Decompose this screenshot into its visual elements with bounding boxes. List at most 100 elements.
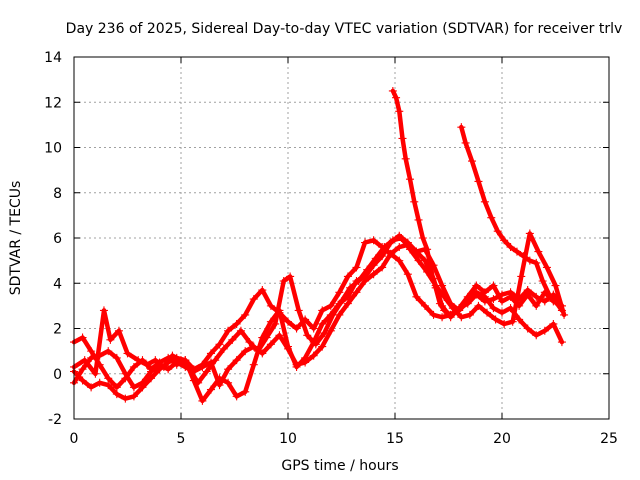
- data-point: [465, 310, 474, 319]
- data-point: [489, 295, 498, 304]
- data-point: [198, 362, 207, 371]
- data-point: [318, 342, 327, 351]
- x-tick-label: 20: [493, 431, 511, 447]
- data-point: [395, 231, 404, 240]
- data-point: [500, 236, 509, 245]
- data-point: [412, 247, 421, 256]
- data-point: [378, 252, 387, 261]
- data-point: [545, 290, 554, 299]
- data-point: [189, 367, 198, 376]
- data-point: [258, 333, 267, 342]
- data-point: [164, 365, 173, 374]
- series-line: [71, 242, 565, 390]
- data-series: [70, 86, 569, 405]
- data-point: [461, 138, 470, 147]
- data-point: [121, 394, 130, 403]
- data-point: [369, 270, 378, 279]
- data-point: [134, 356, 143, 365]
- y-tick-label: -2: [48, 412, 62, 428]
- data-point: [429, 310, 438, 319]
- data-point: [489, 304, 498, 313]
- data-point: [87, 353, 96, 362]
- data-point: [112, 390, 121, 399]
- data-point: [215, 381, 224, 390]
- data-point: [335, 299, 344, 308]
- data-point: [147, 367, 156, 376]
- data-point: [164, 358, 173, 367]
- data-point: [155, 360, 164, 369]
- data-point: [431, 283, 440, 292]
- data-point: [542, 263, 551, 272]
- x-tick-label: 15: [386, 431, 404, 447]
- data-point: [352, 263, 361, 272]
- data-point: [318, 319, 327, 328]
- data-point: [525, 256, 534, 265]
- data-point: [532, 292, 541, 301]
- data-point: [241, 347, 250, 356]
- data-point: [211, 356, 220, 365]
- y-tick-label: 0: [53, 367, 62, 383]
- data-point: [378, 263, 387, 272]
- data-point: [440, 306, 449, 315]
- x-tick-label: 25: [600, 431, 618, 447]
- data-point: [129, 383, 138, 392]
- data-point: [540, 326, 549, 335]
- data-point: [343, 299, 352, 308]
- data-point: [480, 292, 489, 301]
- series-line: [71, 233, 565, 404]
- data-point: [219, 344, 228, 353]
- data-point: [335, 310, 344, 319]
- data-point: [446, 310, 455, 319]
- data-point: [335, 288, 344, 297]
- data-point: [284, 344, 292, 353]
- data-point: [395, 107, 404, 116]
- data-point: [224, 365, 233, 374]
- data-point: [249, 360, 258, 369]
- data-point: [99, 306, 108, 315]
- data-point: [241, 310, 250, 319]
- data-point: [275, 306, 284, 315]
- data-point: [392, 93, 401, 102]
- data-point: [224, 326, 233, 335]
- data-point: [498, 290, 506, 299]
- data-point: [534, 247, 543, 256]
- data-point: [286, 272, 295, 281]
- data-point: [412, 292, 421, 301]
- data-point: [104, 381, 113, 390]
- data-point: [455, 306, 464, 315]
- data-point: [403, 270, 412, 279]
- data-point: [506, 243, 515, 252]
- data-point: [491, 315, 500, 324]
- data-point: [483, 308, 492, 317]
- data-point: [123, 349, 132, 358]
- data-point: [551, 281, 560, 290]
- data-point: [138, 378, 147, 387]
- data-point: [487, 213, 496, 222]
- series-track-6: [457, 123, 566, 315]
- data-point: [78, 333, 87, 342]
- plot-frame: [73, 56, 610, 420]
- data-point: [181, 362, 190, 371]
- data-point: [493, 227, 502, 236]
- data-point: [515, 315, 524, 324]
- data-point: [87, 347, 96, 356]
- data-point: [189, 376, 198, 385]
- data-point: [435, 299, 444, 308]
- data-point: [232, 319, 241, 328]
- data-point: [446, 299, 455, 308]
- data-point: [266, 301, 275, 310]
- y-tick-label: 2: [53, 322, 62, 338]
- y-tick-label: 10: [44, 141, 62, 157]
- data-point: [532, 331, 541, 340]
- data-point: [557, 306, 566, 315]
- data-point: [129, 362, 138, 371]
- data-point: [395, 243, 404, 252]
- data-point: [506, 288, 515, 297]
- data-point: [361, 276, 370, 285]
- data-point: [309, 351, 318, 360]
- data-point: [309, 324, 318, 333]
- data-point: [284, 317, 292, 326]
- data-point: [266, 317, 275, 326]
- data-point: [525, 229, 534, 238]
- data-point: [91, 369, 100, 378]
